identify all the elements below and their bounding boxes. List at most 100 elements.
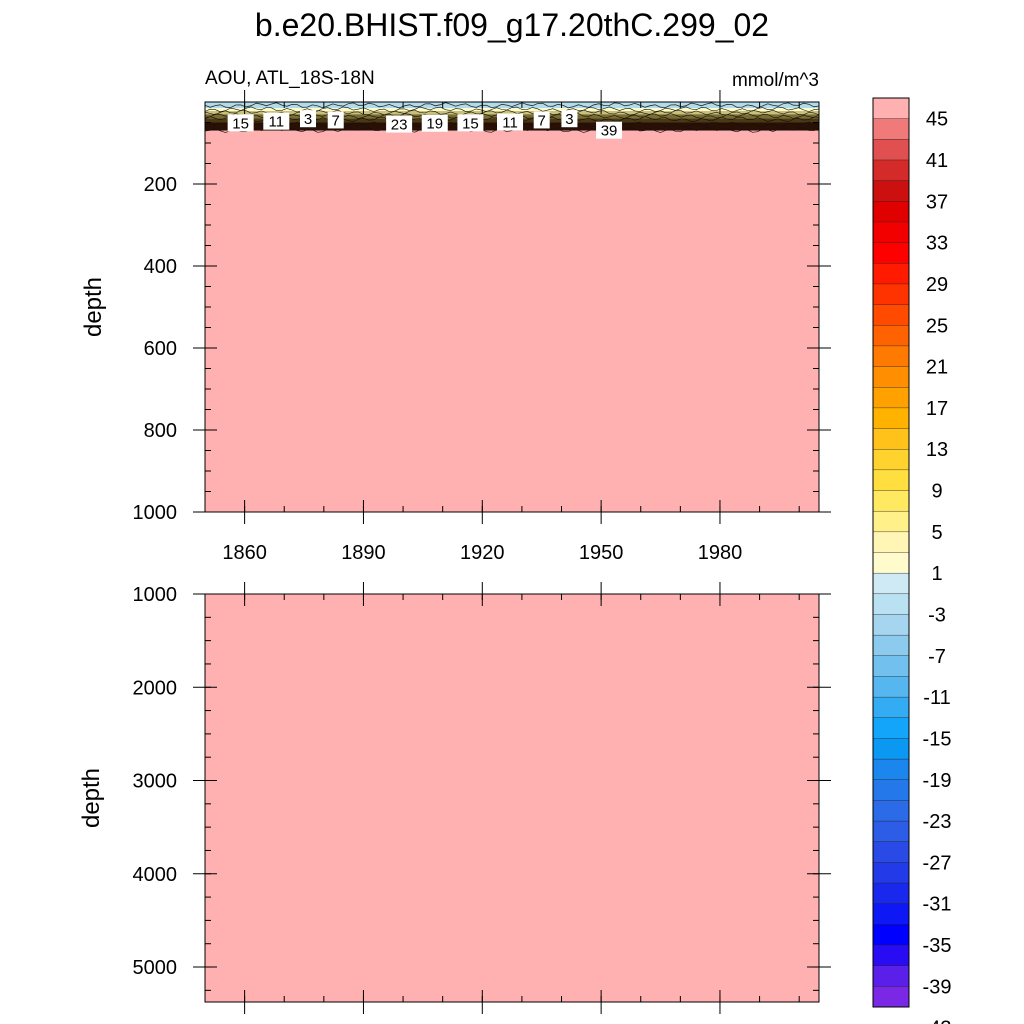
colorbar-swatch-26: [872, 634, 910, 657]
colorbar-swatch-2: [872, 139, 910, 161]
contour-label-9: 3: [561, 110, 578, 128]
colorbar-swatch-42: [872, 965, 910, 987]
upper-yaxis-tick-label-2: 600: [144, 338, 177, 360]
upper-y-axis-label: depth: [80, 277, 107, 337]
colorbar-label-12: -3: [928, 604, 946, 626]
contour-label-6: 15: [457, 114, 484, 132]
lower-panel: 1000 2000 3000 4000 5000 depth: [78, 582, 831, 1014]
colorbar-swatch-20: [872, 510, 910, 533]
colorbar-label-19: -31: [923, 894, 952, 916]
colorbar-label-14: -11: [923, 687, 950, 709]
x-tick-label-4: 1980: [698, 542, 743, 564]
colorbar-label-18: -27: [923, 852, 952, 874]
lower-yaxis-tick-label-0: 1000: [133, 584, 178, 606]
contour-label-3: 7: [327, 111, 344, 129]
svg-text:39: 39: [601, 123, 618, 140]
upper-contour-labels: 15 11 3 7 23 19 15 11 7 3 39: [227, 110, 623, 140]
upper-y-axis: 200 400 600 800 1000: [133, 101, 831, 524]
lower-yaxis-tick-label-3: 4000: [133, 864, 178, 886]
colorbar-swatch-41: [872, 944, 910, 967]
colorbar-label-1: 41: [926, 150, 948, 172]
colorbar-label-9: 9: [931, 481, 942, 503]
colorbar-label-20: -35: [923, 935, 952, 957]
x-axis: 1860 1890 1920 1950 1980: [204, 90, 800, 564]
colorbar-label-11: 1: [931, 563, 942, 585]
lower-yaxis-tick-label-2: 3000: [133, 771, 178, 793]
colorbar-swatch-1: [872, 118, 910, 140]
x-tick-label-2: 1920: [460, 542, 505, 564]
lower-yaxis-tick-label-1: 2000: [133, 677, 178, 699]
lower-panel-fill: [205, 594, 819, 1002]
colorbar-swatch-28: [872, 676, 910, 698]
upper-panel: 15 11 3 7 23 19 15 11 7 3 39 200 400 600 800 1000 1860…: [80, 90, 831, 564]
variable-label: AOU, ATL_18S-18N: [205, 68, 375, 89]
colorbar-swatch-36: [872, 841, 910, 863]
colorbar-swatch-18: [872, 469, 910, 492]
lower-panel-frame: [204, 593, 820, 1003]
colorbar-label-21: -39: [923, 976, 952, 998]
upper-band-6: [205, 130, 819, 512]
colorbar-label-22: -43: [923, 1018, 952, 1024]
colorbar-swatch-0: [872, 97, 910, 120]
contour-label-8: 7: [533, 111, 550, 129]
lower-y-axis: 1000 2000 3000 4000 5000: [133, 584, 831, 991]
colorbar-swatch-17: [872, 449, 910, 471]
colorbar-swatch-31: [872, 738, 910, 760]
contour-label-2: 3: [299, 110, 316, 128]
colorbar-swatch-38: [872, 882, 910, 905]
x-tick-label-1: 1890: [341, 542, 386, 564]
upper-yaxis-tick-label-0: 200: [144, 174, 177, 196]
colorbar-swatch-34: [872, 800, 910, 822]
colorbar-swatch-37: [872, 862, 910, 884]
plot-title: b.e20.BHIST.f09_g17.20thC.299_02: [255, 7, 769, 43]
upper-panel-fill: [205, 102, 819, 512]
svg-text:19: 19: [426, 116, 443, 133]
colorbar-label-6: 21: [926, 357, 948, 379]
contour-label-7: 11: [497, 113, 524, 132]
upper-yaxis-tick-label-1: 400: [144, 256, 177, 278]
colorbar-swatch-10: [872, 304, 910, 326]
contour-label-10: 39: [596, 121, 623, 140]
upper-band-0: [205, 102, 819, 109]
colorbar-swatch-11: [872, 325, 910, 347]
colorbar-label-17: -23: [923, 811, 952, 833]
colorbar-swatch-30: [872, 717, 910, 739]
colorbar: 45 41 37 33 29 25 21 17 13 9 5 1 -3 -7 -11 -15 -19 -23 -27…: [872, 97, 952, 1024]
colorbar-swatch-16: [872, 428, 910, 450]
x-tick-label-3: 1950: [579, 542, 624, 564]
colorbar-swatch-4: [872, 180, 910, 202]
contour-line-1: [204, 106, 820, 113]
colorbar-label-13: -7: [928, 646, 946, 668]
svg-text:11: 11: [502, 115, 518, 132]
contour-label-4: 23: [386, 115, 413, 134]
lower-x-ticks: [204, 582, 800, 1014]
colorbar-swatch-21: [872, 531, 910, 553]
colorbar-swatch-24: [872, 593, 910, 615]
svg-text:7: 7: [538, 112, 546, 129]
colorbar-swatch-6: [872, 221, 910, 244]
colorbar-swatch-7: [872, 242, 910, 264]
colorbar-label-8: 13: [926, 439, 948, 461]
colorbar-swatch-9: [872, 283, 910, 306]
svg-text:11: 11: [269, 114, 285, 131]
svg-text:3: 3: [304, 111, 312, 128]
contour-label-5: 19: [421, 114, 448, 133]
colorbar-label-16: -19: [923, 770, 952, 792]
colorbar-swatch-25: [872, 614, 910, 636]
colorbar-swatch-12: [872, 345, 910, 368]
units-label: mmol/m^3: [732, 70, 819, 91]
colorbar-swatch-15: [872, 407, 910, 430]
contour-line-6: [204, 126, 820, 133]
upper-band-1: [205, 108, 819, 112]
colorbar-label-4: 29: [926, 274, 948, 296]
upper-yaxis-tick-label-4: 1000: [133, 502, 178, 524]
colorbar-swatch-40: [872, 924, 910, 946]
svg-text:7: 7: [332, 112, 340, 129]
colorbar-label-15: -15: [923, 728, 952, 750]
upper-band-2: [205, 111, 819, 115]
contour-label-0: 15: [227, 114, 254, 132]
colorbar-swatch-29: [872, 696, 910, 719]
svg-text:15: 15: [462, 115, 479, 132]
colorbar-label-5: 25: [926, 315, 948, 337]
